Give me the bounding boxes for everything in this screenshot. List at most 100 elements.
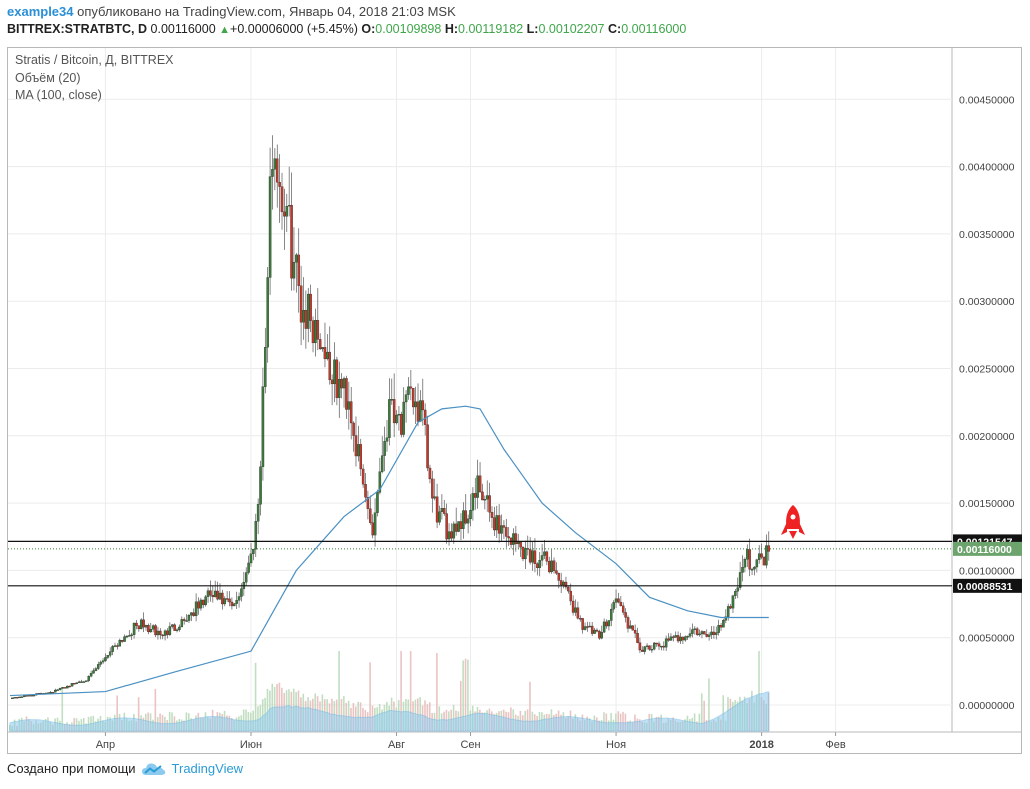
candle-body	[247, 562, 250, 573]
candle-body	[345, 378, 348, 410]
candle-body	[297, 254, 300, 286]
candle-body	[120, 639, 124, 642]
candle-body	[206, 590, 210, 597]
volume-bar	[61, 687, 64, 731]
candle-body	[672, 636, 675, 638]
candle-body	[598, 631, 601, 639]
candle-body	[106, 655, 110, 658]
candle-body	[285, 206, 289, 217]
candle-body	[244, 572, 248, 583]
candle-body	[438, 511, 441, 523]
candle-body	[61, 687, 64, 689]
triangle-up-icon: ▲	[219, 24, 231, 36]
candle-body	[249, 553, 253, 564]
candle-body	[643, 646, 646, 652]
volume-bar	[254, 662, 257, 731]
candle-body	[371, 522, 374, 536]
candle-body	[743, 559, 747, 568]
rocket-icon[interactable]	[781, 505, 805, 539]
candle-body	[450, 531, 453, 539]
candle-body	[557, 573, 561, 581]
candle-body	[569, 590, 572, 602]
candle-body	[607, 620, 611, 627]
candle-body	[538, 560, 541, 569]
candle-body	[476, 475, 479, 498]
open-value: 0.00109898	[375, 22, 442, 36]
candle-body	[309, 293, 312, 321]
candle-body	[187, 614, 191, 621]
x-tick-label: Ноя	[606, 739, 626, 751]
candle-body	[225, 598, 229, 600]
candle-body	[18, 696, 21, 699]
symbol-name: BITTREX:STRATBTC, D	[7, 22, 148, 36]
candle-body	[750, 568, 754, 571]
candle-body	[440, 508, 444, 512]
candle-body	[617, 598, 620, 603]
candle-body	[128, 635, 131, 637]
y-tick-label: 0.00300000	[959, 296, 1015, 308]
candle-body	[392, 399, 396, 424]
candle-body	[464, 510, 467, 524]
candle-body	[323, 347, 327, 360]
candle-body	[443, 508, 446, 514]
candle-body	[485, 495, 489, 500]
candle-body	[533, 550, 537, 564]
candle-body	[469, 510, 472, 520]
candle-body	[734, 591, 737, 596]
candle-body	[11, 697, 14, 700]
candle-body	[595, 629, 599, 632]
candle-body	[641, 649, 644, 652]
candle-body	[376, 492, 379, 513]
volume-bar	[438, 706, 441, 731]
symbol-header: BITTREX:STRATBTC, D 0.00116000 ▲+0.00006…	[7, 22, 686, 36]
candle-body	[621, 605, 625, 613]
x-tick-label: Июн	[240, 739, 262, 751]
candle-body	[516, 541, 520, 545]
last-price: 0.00116000	[150, 22, 216, 36]
candle-body	[49, 692, 52, 694]
volume-bar	[459, 680, 462, 731]
volume-bar	[700, 693, 703, 731]
tradingview-brand: TradingView	[171, 761, 244, 776]
x-tick-label: Фев	[825, 739, 845, 751]
legend-title: Stratis / Bitcoin, Д, BITTREX	[15, 53, 174, 67]
candle-body	[349, 401, 353, 424]
current-price-label: 0.00116000	[957, 544, 1012, 556]
candle-body	[264, 347, 267, 387]
candle-body	[185, 620, 188, 622]
candle-body	[211, 594, 215, 598]
legend-ma: MA (100, close)	[15, 88, 102, 102]
candle-body	[715, 632, 718, 635]
candle-body	[261, 386, 265, 467]
author-link[interactable]: example34	[7, 4, 74, 19]
candle-body	[373, 512, 377, 536]
candle-body	[213, 590, 217, 598]
candle-body	[760, 553, 763, 558]
candle-body	[545, 551, 549, 562]
candle-body	[233, 603, 236, 607]
candle-body	[636, 633, 639, 643]
candle-body	[674, 635, 677, 638]
candle-body	[299, 285, 303, 323]
volume-bar	[343, 696, 345, 731]
candle-body	[505, 527, 508, 537]
candle-body	[610, 608, 613, 621]
candle-body	[600, 631, 603, 639]
candle-body	[287, 205, 291, 207]
candle-body	[724, 616, 728, 621]
candle-body	[63, 687, 67, 689]
candle-body	[359, 444, 363, 470]
y-tick-label: 0.00200000	[959, 431, 1015, 443]
candle-body	[15, 697, 19, 699]
candle-body	[612, 602, 615, 610]
candle-body	[571, 600, 575, 613]
volume-bar	[159, 713, 161, 731]
candle-body	[209, 590, 212, 596]
candle-body	[395, 414, 398, 424]
candle-body	[695, 628, 699, 635]
candle-body	[99, 661, 102, 665]
volume-bar	[245, 709, 247, 731]
tradingview-link[interactable]: TradingView	[141, 761, 244, 776]
candle-body	[466, 518, 470, 524]
